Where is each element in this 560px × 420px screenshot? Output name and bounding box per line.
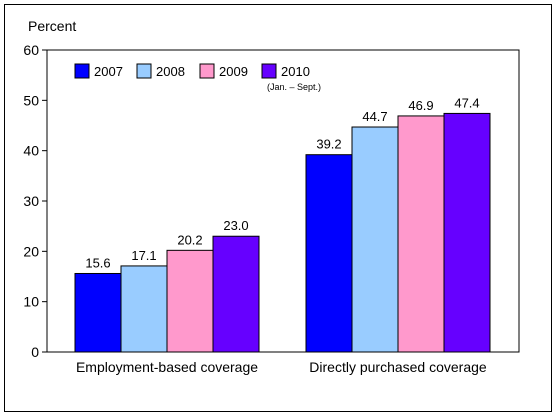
y-tick-label: 20	[23, 243, 39, 259]
y-tick-label: 0	[31, 344, 39, 360]
bar-2007-employment	[74, 272, 122, 353]
y-tick-label: 10	[23, 294, 39, 310]
data-label: 20.2	[177, 232, 202, 247]
bar-2010-employment	[212, 235, 260, 353]
legend-swatch-2010	[261, 63, 277, 79]
data-label: 47.4	[454, 95, 479, 110]
legend-swatch-2009	[199, 63, 215, 79]
y-tick-label: 60	[23, 42, 39, 58]
data-label: 39.2	[316, 137, 341, 152]
data-label: 17.1	[131, 248, 156, 263]
legend-label-2009: 2009	[219, 64, 248, 79]
y-axis-label: Percent	[28, 18, 76, 34]
legend-note: (Jan. – Sept.)	[267, 82, 321, 92]
y-tick-label: 30	[23, 193, 39, 209]
bar-2009-employment	[166, 249, 214, 353]
legend-label-2007: 2007	[94, 64, 123, 79]
x-category-label: Employment-based coverage	[76, 359, 258, 375]
x-category-label: Directly purchased coverage	[309, 359, 487, 375]
legend-swatch-2008	[136, 63, 152, 79]
data-label: 46.9	[408, 98, 433, 113]
y-tick-label: 40	[23, 143, 39, 159]
bars: 15.6 17.1 20.2 23.0 Employment-based coverag…	[74, 95, 491, 375]
bar-2008-direct	[351, 126, 399, 353]
bar-2007-direct	[305, 154, 353, 353]
data-label: 23.0	[223, 218, 248, 233]
bar-2010-direct	[443, 112, 491, 353]
axes: 0 10 20 30 40 50 60	[23, 42, 520, 360]
legend-swatch-2007	[74, 63, 90, 79]
bar-2008-employment	[120, 265, 168, 353]
data-label: 15.6	[85, 255, 110, 270]
bar-2009-direct	[397, 115, 445, 353]
legend-label-2008: 2008	[156, 64, 185, 79]
data-label: 44.7	[362, 109, 387, 124]
y-tick-label: 50	[23, 92, 39, 108]
legend: 2007 2008 2009 2010 (Jan. – Sept.)	[74, 63, 321, 92]
legend-label-2010: 2010	[281, 64, 310, 79]
